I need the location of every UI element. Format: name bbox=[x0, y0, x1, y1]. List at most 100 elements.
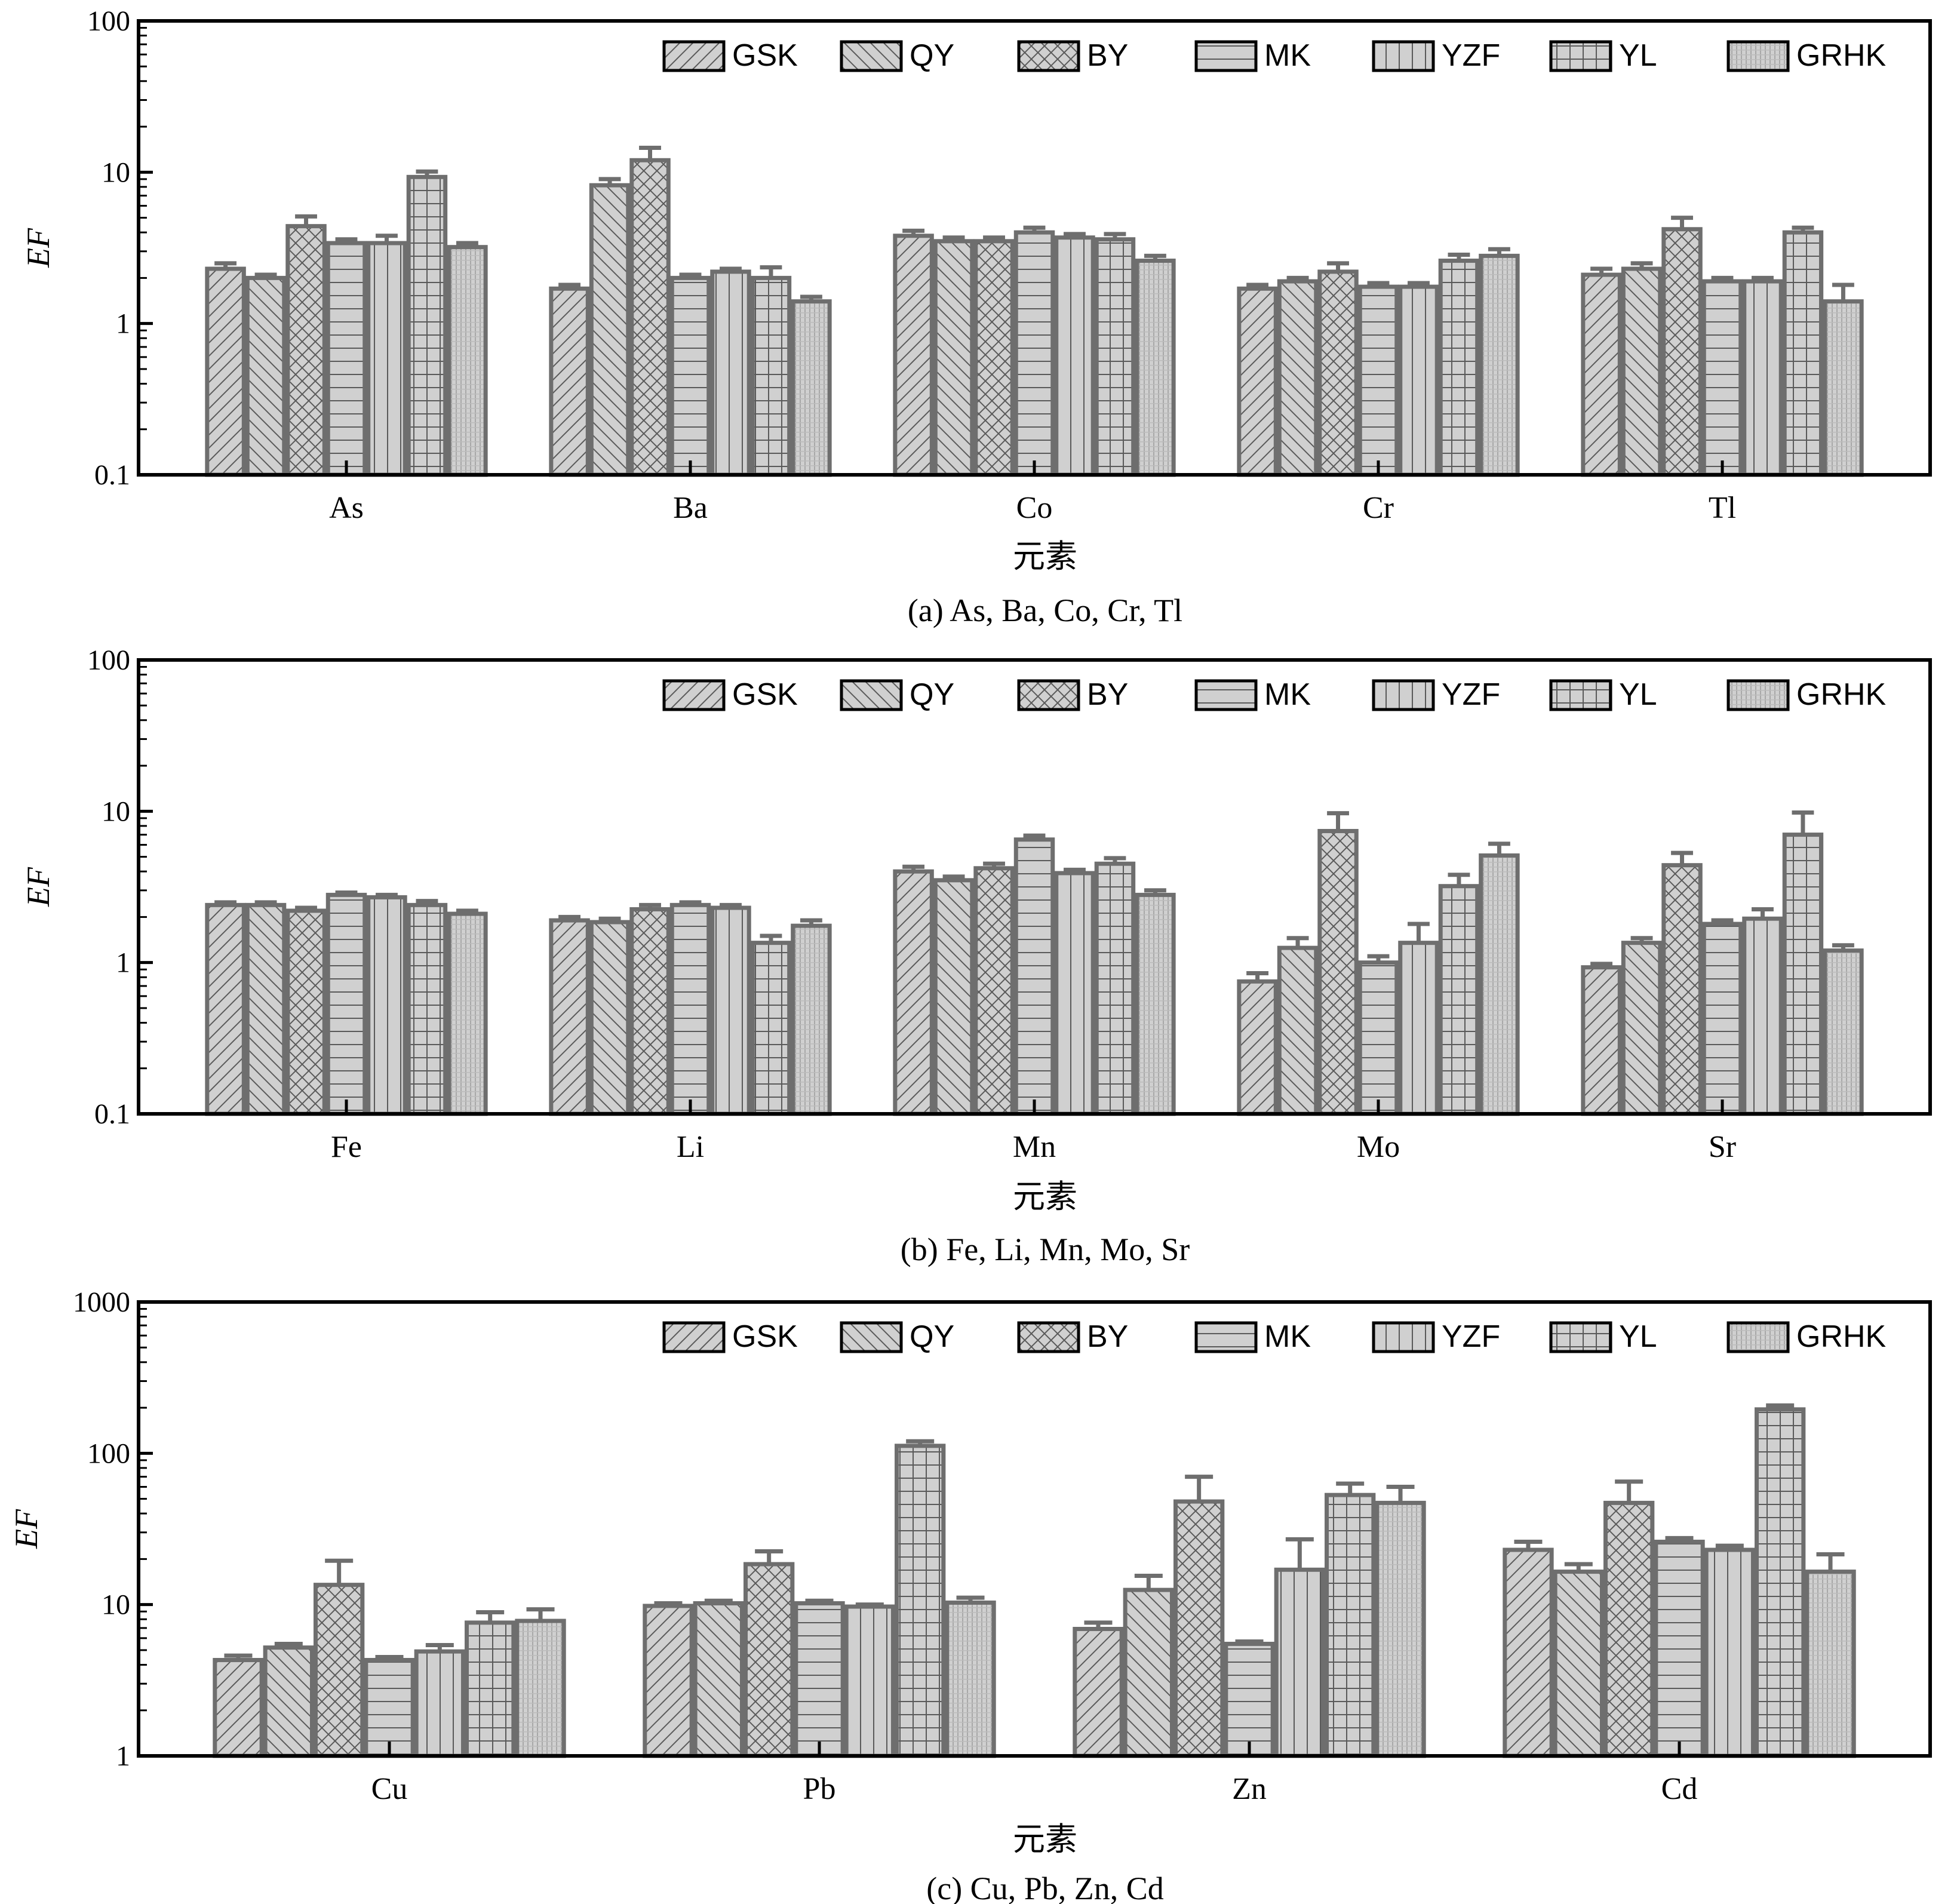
bar-Co-QY bbox=[933, 239, 975, 477]
bar-As-GRHK bbox=[447, 245, 488, 477]
bar-As-GSK bbox=[205, 266, 246, 477]
bar-As-YL bbox=[406, 174, 448, 477]
legend-swatch-GRHK bbox=[1726, 40, 1790, 72]
bar-Fe-BY bbox=[285, 908, 327, 1116]
panel-c-marks bbox=[213, 1403, 1856, 1758]
legend-swatch-YL bbox=[1549, 40, 1612, 72]
bar-Li-MK bbox=[669, 902, 711, 1116]
panel-c-legend: GSK QY BY MK YZF YL GRHK bbox=[662, 1319, 1887, 1354]
legend-swatch-YL bbox=[1549, 1321, 1612, 1353]
bar-Cu-BY bbox=[313, 1583, 365, 1758]
bar-Mn-GRHK bbox=[1135, 892, 1176, 1116]
bar-Cd-GRHK bbox=[1805, 1570, 1856, 1758]
bar-Zn-GSK bbox=[1073, 1626, 1124, 1758]
bar-Cu-YZF bbox=[414, 1649, 466, 1758]
y-tick-label: 0.1 bbox=[94, 459, 130, 491]
legend-label-YL: YL bbox=[1619, 1319, 1657, 1354]
y-tick-label: 100 bbox=[87, 5, 130, 37]
bar-Ba-BY bbox=[629, 158, 671, 477]
bar-Fe-GRHK bbox=[447, 911, 488, 1116]
bar-Cd-YL bbox=[1755, 1407, 1806, 1758]
bar-Zn-YL bbox=[1325, 1493, 1376, 1758]
bar-Li-QY bbox=[589, 920, 631, 1116]
bar-Cr-GSK bbox=[1237, 286, 1278, 477]
y-tick-label: 100 bbox=[87, 1438, 130, 1469]
bar-Zn-MK bbox=[1224, 1641, 1275, 1758]
bar-Cr-BY bbox=[1317, 269, 1359, 477]
panel-c-ticks: 1 10 100 1000 Cu Pb Zn Cd bbox=[73, 1286, 1697, 1806]
panel-a-xlabel: 元素 bbox=[1013, 539, 1077, 575]
bar-Cd-BY bbox=[1603, 1500, 1655, 1758]
bar-Cr-YZF bbox=[1398, 284, 1439, 477]
legend-swatch-YZF bbox=[1372, 1321, 1435, 1353]
bar-Cr-MK bbox=[1357, 284, 1399, 477]
x-tick-label-Tl: Tl bbox=[1709, 491, 1736, 525]
legend-label-BY: BY bbox=[1087, 677, 1128, 712]
bar-Cd-GSK bbox=[1503, 1547, 1554, 1758]
bar-Co-GSK bbox=[893, 234, 934, 477]
x-tick-label-Cr: Cr bbox=[1363, 491, 1394, 525]
bar-Fe-QY bbox=[245, 902, 287, 1116]
legend-swatch-YZF bbox=[1372, 679, 1435, 711]
legend-swatch-BY bbox=[1017, 679, 1080, 711]
legend-swatch-GSK bbox=[662, 40, 726, 72]
bar-Co-GRHK bbox=[1135, 259, 1176, 477]
panel-b-legend: GSK QY BY MK YZF YL GRHK bbox=[662, 677, 1887, 712]
legend-swatch-BY bbox=[1017, 40, 1080, 72]
bar-Cu-GRHK bbox=[515, 1619, 566, 1758]
bar-Cu-QY bbox=[263, 1645, 314, 1758]
panel-a-ylabel: EF bbox=[20, 228, 56, 268]
bar-Sr-GRHK bbox=[1823, 948, 1864, 1116]
bar-Mn-BY bbox=[973, 866, 1015, 1116]
bar-Pb-GRHK bbox=[945, 1600, 996, 1758]
legend-label-QY: QY bbox=[910, 677, 954, 712]
bar-Sr-GSK bbox=[1581, 965, 1622, 1116]
bar-Mo-BY bbox=[1317, 828, 1359, 1116]
panel-a-legend: GSK QY BY MK YZF YL GRHK bbox=[662, 38, 1887, 73]
bar-Pb-QY bbox=[693, 1601, 744, 1758]
y-tick-label: 1 bbox=[116, 947, 130, 979]
legend-label-GSK: GSK bbox=[732, 1319, 798, 1354]
bar-Ba-QY bbox=[589, 183, 631, 477]
bar-Li-YL bbox=[750, 941, 792, 1116]
legend-swatch-MK bbox=[1194, 40, 1258, 72]
bar-Li-YZF bbox=[710, 905, 751, 1116]
bar-Mo-GRHK bbox=[1479, 853, 1520, 1116]
legend-label-YZF: YZF bbox=[1442, 677, 1500, 712]
bar-Sr-MK bbox=[1701, 922, 1743, 1116]
legend-label-GSK: GSK bbox=[732, 677, 798, 712]
bar-Mn-MK bbox=[1013, 837, 1055, 1116]
bar-Cu-GSK bbox=[213, 1658, 264, 1758]
legend-label-GRHK: GRHK bbox=[1796, 677, 1887, 712]
bar-Co-MK bbox=[1013, 230, 1055, 477]
x-tick-label-Cu: Cu bbox=[371, 1772, 408, 1806]
panel-c: 1 10 100 1000 Cu Pb Zn Cd GSK QY BY MK YZF YL GRHK EF… bbox=[8, 1286, 1932, 1904]
bar-Zn-YZF bbox=[1274, 1567, 1326, 1758]
legend-label-QY: QY bbox=[910, 1319, 954, 1354]
bar-Ba-GSK bbox=[549, 286, 590, 477]
y-tick-label: 10 bbox=[102, 796, 130, 827]
panel-a-marks bbox=[205, 145, 1864, 477]
legend-label-MK: MK bbox=[1264, 38, 1311, 73]
legend-label-GRHK: GRHK bbox=[1796, 1319, 1887, 1354]
x-tick-label-Ba: Ba bbox=[673, 491, 708, 525]
bar-Cd-YZF bbox=[1704, 1547, 1756, 1758]
legend-label-YZF: YZF bbox=[1442, 38, 1500, 73]
bar-Zn-BY bbox=[1173, 1499, 1225, 1758]
x-tick-label-Co: Co bbox=[1016, 491, 1053, 525]
panel-b-ticks: 0.1 1 10 100 Fe Li Mn Mo Sr bbox=[87, 644, 1736, 1164]
panel-b-xlabel: 元素 bbox=[1013, 1179, 1077, 1215]
x-tick-label-Cd: Cd bbox=[1661, 1772, 1698, 1806]
bar-Cd-QY bbox=[1553, 1570, 1604, 1758]
y-tick-label: 1000 bbox=[73, 1286, 130, 1318]
x-tick-label-Zn: Zn bbox=[1232, 1772, 1267, 1806]
panel-a-caption: (a) As, Ba, Co, Cr, Tl bbox=[908, 592, 1182, 628]
bar-Ba-YL bbox=[750, 275, 792, 477]
x-tick-label-As: As bbox=[329, 491, 364, 525]
bar-Fe-YZF bbox=[366, 895, 407, 1116]
bar-As-QY bbox=[245, 275, 287, 477]
legend-swatch-QY bbox=[840, 40, 903, 72]
legend-swatch-GRHK bbox=[1726, 679, 1790, 711]
bar-Cr-YL bbox=[1438, 259, 1480, 477]
bar-Mo-YL bbox=[1438, 884, 1480, 1116]
